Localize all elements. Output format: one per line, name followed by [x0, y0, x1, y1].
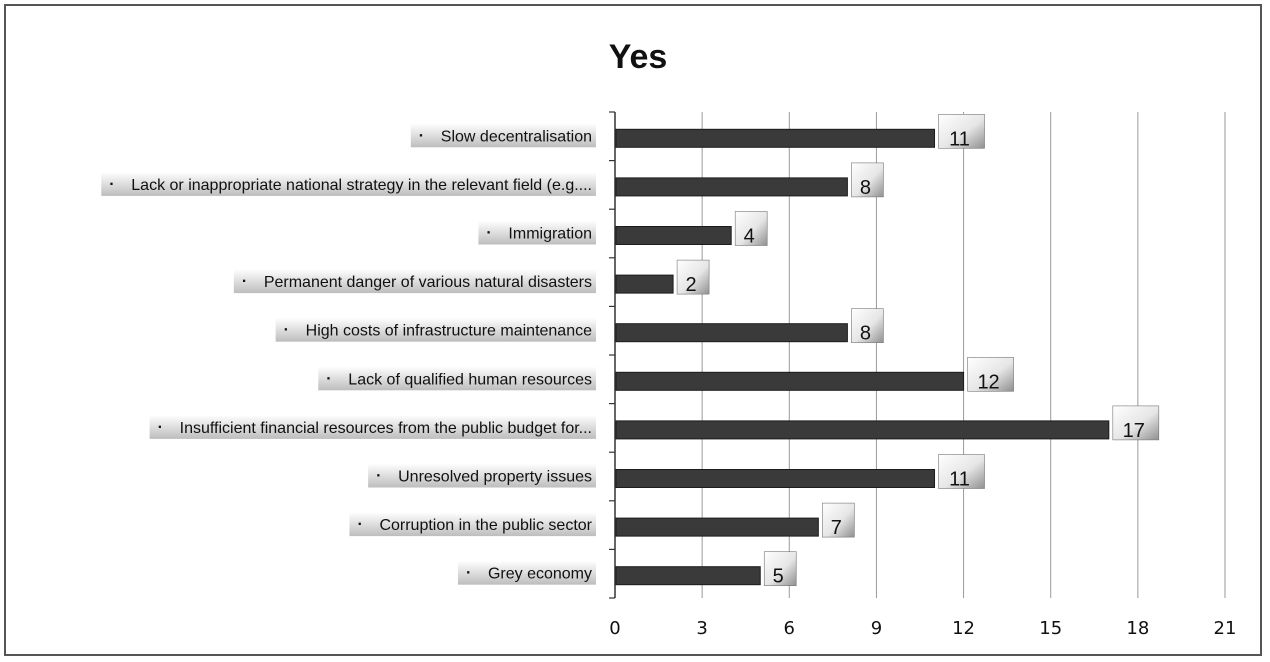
category-label-band [233, 269, 596, 294]
category-label: High costs of infrastructure maintenance [306, 323, 592, 340]
bullet-mark: · [109, 176, 114, 193]
category-label: Immigration [508, 226, 592, 243]
category-label-band [457, 560, 596, 585]
category-label-band [410, 123, 596, 148]
bar [615, 128, 936, 148]
bullet-mark: · [357, 516, 362, 533]
bullet-mark: · [158, 419, 163, 436]
category-label-band [149, 414, 596, 439]
data-label-box [763, 551, 797, 587]
x-tick-label: 6 [784, 618, 795, 639]
x-tick-label: 15 [1039, 618, 1062, 639]
bar [615, 323, 848, 343]
category-label: Lack of qualified human resources [348, 371, 592, 388]
bar [615, 226, 732, 245]
category-label-band [101, 171, 596, 196]
chart-title: Yes [609, 38, 668, 76]
data-label-box [938, 114, 985, 149]
bar [615, 371, 965, 391]
category-label: Permanent danger of various natural disa… [264, 274, 592, 291]
x-tick-label: 9 [871, 618, 882, 639]
data-label-box [1112, 405, 1160, 441]
data-label: 7 [831, 517, 842, 539]
data-label: 17 [1123, 420, 1145, 442]
x-tick-label: 21 [1214, 618, 1237, 639]
category-label-band [478, 220, 596, 245]
bullet-mark: · [419, 127, 424, 144]
bullet-mark: · [284, 322, 289, 339]
bar [615, 517, 819, 537]
data-label: 8 [860, 177, 871, 199]
bar [615, 420, 1110, 440]
category-label: Corruption in the public sector [379, 517, 592, 534]
x-tick-label: 12 [952, 618, 975, 639]
bullet-mark: · [466, 565, 471, 582]
category-label: Slow decentralisation [441, 128, 592, 145]
category-label: Grey economy [488, 566, 592, 583]
data-label: 11 [949, 469, 970, 491]
data-label-box [967, 356, 1014, 392]
category-label: Insufficient financial resources from th… [180, 420, 592, 437]
category-label-band [349, 512, 596, 537]
bar [615, 274, 674, 294]
data-label-box [851, 162, 884, 198]
data-label: 8 [860, 323, 871, 345]
bullet-mark: · [376, 468, 381, 485]
bullet-mark: · [242, 273, 247, 290]
category-label-band [318, 366, 596, 391]
data-label: 12 [977, 371, 999, 393]
data-label-box [676, 259, 710, 295]
bullet-mark: · [326, 370, 331, 387]
data-label-box [734, 211, 768, 246]
data-label-box [938, 454, 985, 489]
x-tick-label: 18 [1126, 618, 1149, 639]
category-label-band [368, 463, 596, 488]
data-label-box [851, 308, 884, 344]
x-tick-label: 3 [696, 618, 707, 639]
category-label: Lack or inappropriate national strategy … [131, 177, 592, 194]
data-label-box [822, 502, 855, 538]
data-label: 4 [744, 226, 755, 248]
data-label: 2 [686, 274, 697, 296]
data-label: 11 [949, 128, 970, 150]
category-label: Unresolved property issues [398, 469, 592, 486]
bullet-mark: · [486, 225, 491, 242]
category-label-band [275, 317, 596, 342]
data-label: 5 [773, 566, 784, 588]
bar [615, 566, 761, 586]
x-tick-label: 0 [609, 618, 620, 639]
bar [615, 177, 848, 197]
bar [615, 469, 936, 488]
